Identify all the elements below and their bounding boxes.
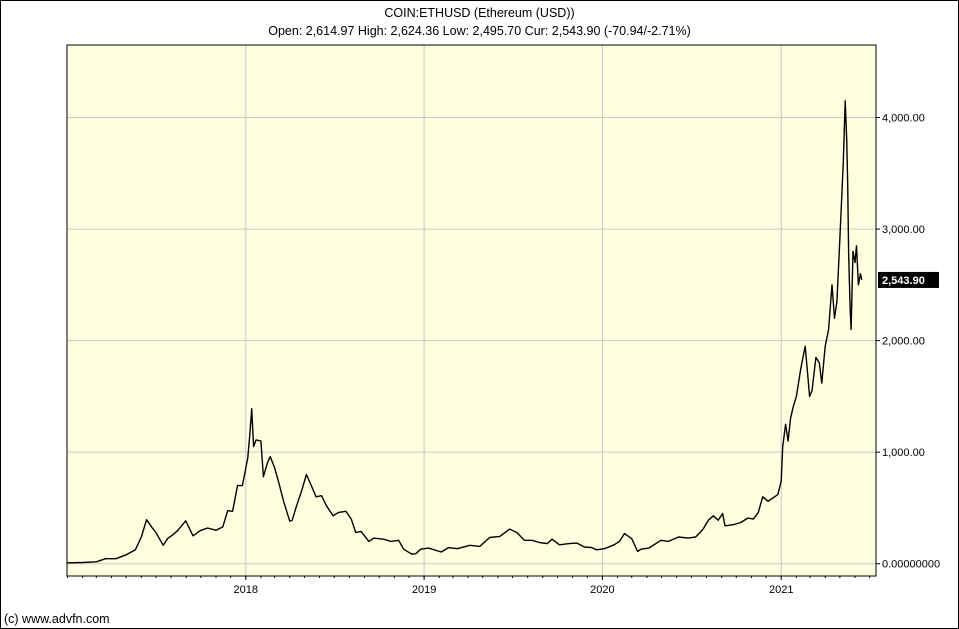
y-tick-label: 4,000.00 [882, 113, 925, 125]
copyright-notice: (c) www.advfn.com [4, 612, 110, 626]
plot-border [66, 44, 877, 577]
price-stats: Open: 2,614.97 High: 2,624.36 Low: 2,495… [268, 24, 691, 38]
y-tick-label: 2,000.00 [882, 336, 925, 348]
current-price-label: 2,543.90 [882, 275, 925, 287]
x-tick-label: 2021 [769, 584, 793, 596]
y-tick-label: 0.00000000 [882, 559, 940, 571]
current-price-marker [878, 271, 939, 288]
price-line [66, 100, 863, 564]
plot-area [67, 45, 876, 576]
x-tick-label: 2019 [412, 584, 436, 596]
y-tick-label: 1,000.00 [882, 447, 925, 459]
x-tick-label: 2018 [234, 584, 258, 596]
x-tick-label: 2020 [590, 584, 614, 596]
chart-title: COIN:ETHUSD (Ethereum (USD)) [384, 6, 575, 20]
y-tick-label: 3,000.00 [882, 224, 925, 236]
